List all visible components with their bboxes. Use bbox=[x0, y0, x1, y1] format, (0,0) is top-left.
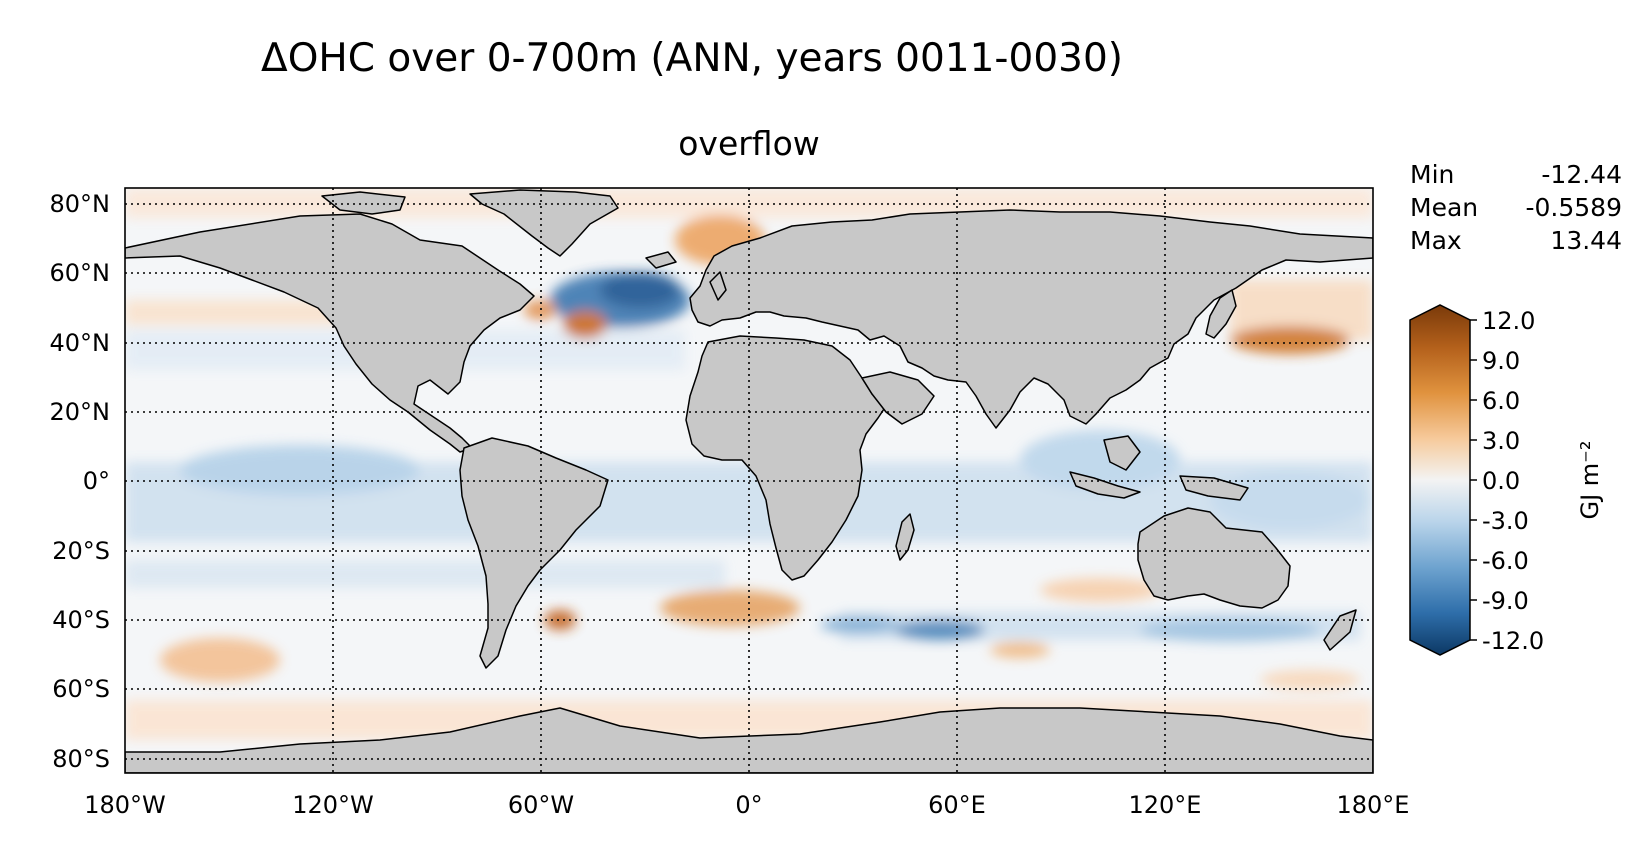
colorbar-tick-6: 6.0 bbox=[1482, 387, 1520, 415]
stats-box: Min -12.44 Mean -0.5589 Max 13.44 bbox=[1410, 158, 1622, 257]
lat-axis: 80°N 60°N 40°N 20°N 0° 20°S 40°S 60°S 80… bbox=[50, 190, 111, 773]
lon-label-120e: 120°E bbox=[1129, 791, 1202, 819]
lat-label-20s: 20°S bbox=[52, 537, 110, 565]
lon-label-60w: 60°W bbox=[508, 791, 574, 819]
colorbar: 12.0 9.0 6.0 3.0 0.0 -3.0 -6.0 -9.0 -12.… bbox=[1409, 304, 1604, 656]
canadian-arctic bbox=[321, 191, 406, 215]
south-america bbox=[459, 437, 609, 669]
stat-value-min: -12.44 bbox=[1541, 160, 1622, 189]
stat-value-mean: -0.5589 bbox=[1525, 193, 1623, 222]
colorbar-tick-neg3: -3.0 bbox=[1482, 507, 1529, 535]
stat-value-max: 13.44 bbox=[1550, 226, 1622, 255]
new-zealand bbox=[1323, 609, 1357, 651]
new-guinea bbox=[1179, 475, 1249, 501]
africa bbox=[685, 335, 891, 581]
lon-label-60e: 60°E bbox=[928, 791, 986, 819]
lat-label-40s: 40°S bbox=[52, 606, 110, 634]
lat-label-60n: 60°N bbox=[50, 259, 111, 287]
stat-label-min: Min bbox=[1410, 160, 1455, 189]
figure-title: ΔOHC over 0-700m (ANN, years 0011-0030) bbox=[261, 36, 1123, 81]
map-frame bbox=[124, 187, 1374, 774]
eurasia bbox=[689, 209, 1373, 429]
colorbar-tick-3: 3.0 bbox=[1482, 427, 1520, 455]
colorbar-tick-0: 0.0 bbox=[1482, 467, 1520, 495]
colorbar-tick-9: 9.0 bbox=[1482, 347, 1520, 375]
lat-label-40n: 40°N bbox=[50, 329, 111, 357]
stat-row-mean: Mean -0.5589 bbox=[1410, 191, 1622, 224]
lon-label-0: 0° bbox=[735, 791, 762, 819]
stat-row-max: Max 13.44 bbox=[1410, 224, 1622, 257]
stat-label-mean: Mean bbox=[1410, 193, 1479, 222]
colorbar-tick-neg9: -9.0 bbox=[1482, 587, 1529, 615]
indonesia bbox=[1069, 471, 1141, 499]
iceland bbox=[645, 251, 677, 269]
greenland bbox=[469, 189, 619, 257]
borneo bbox=[1103, 435, 1141, 471]
panel-subtitle: overflow bbox=[678, 124, 820, 163]
lat-label-20n: 20°N bbox=[50, 398, 111, 426]
lon-label-180e: 180°E bbox=[1337, 791, 1410, 819]
arabia bbox=[861, 371, 935, 425]
colorbar-ticks bbox=[1470, 319, 1477, 641]
lon-label-180w: 180°W bbox=[84, 791, 166, 819]
colorbar-tick-neg6: -6.0 bbox=[1482, 547, 1529, 575]
stat-row-min: Min -12.44 bbox=[1410, 158, 1622, 191]
colorbar-body bbox=[1409, 304, 1471, 656]
colorbar-label: GJ m⁻² bbox=[1576, 441, 1604, 520]
madagascar bbox=[895, 513, 915, 561]
japan bbox=[1205, 289, 1237, 339]
lon-axis: 180°W 120°W 60°W 0° 60°E 120°E 180°E bbox=[84, 791, 1409, 819]
lat-label-0: 0° bbox=[83, 467, 110, 495]
stat-label-max: Max bbox=[1410, 226, 1462, 255]
map-area bbox=[125, 188, 1373, 773]
uk bbox=[709, 271, 727, 301]
lat-label-80n: 80°N bbox=[50, 190, 111, 218]
lat-label-80s: 80°S bbox=[52, 745, 110, 773]
lat-label-60s: 60°S bbox=[52, 675, 110, 703]
colorbar-tick-12: 12.0 bbox=[1482, 307, 1535, 335]
gridlines bbox=[125, 188, 1373, 773]
lon-label-120w: 120°W bbox=[292, 791, 374, 819]
colorbar-tick-neg12: -12.0 bbox=[1482, 627, 1544, 655]
australia bbox=[1137, 507, 1291, 609]
